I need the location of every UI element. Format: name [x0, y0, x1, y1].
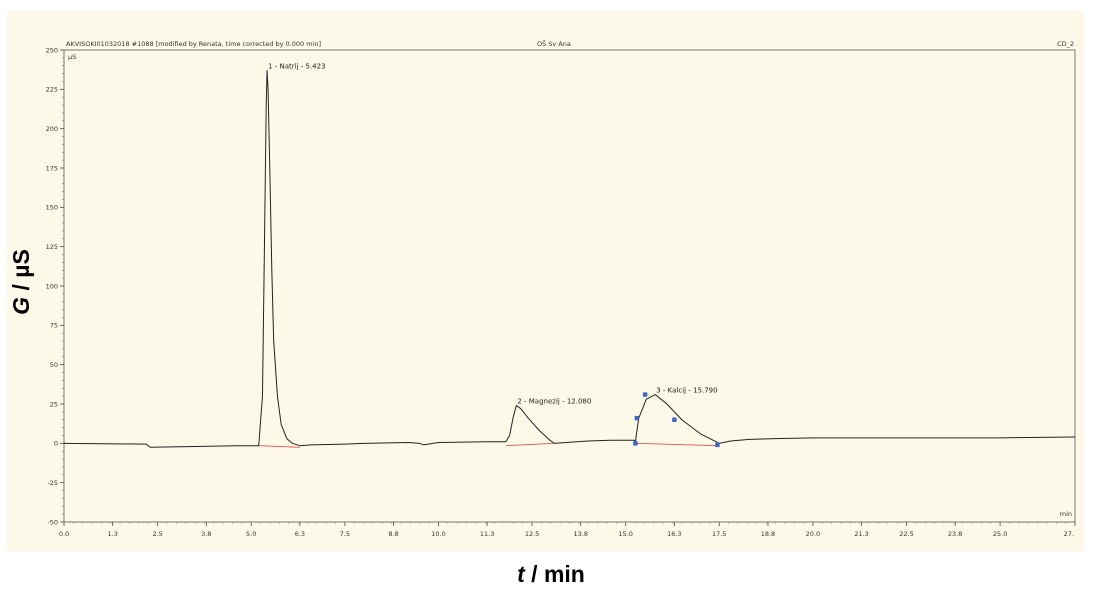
peak-baseline: [635, 442, 718, 447]
x-tick-label: 10.0: [431, 530, 445, 538]
x-tick-label: 22.5: [899, 530, 913, 538]
x-tick-label: 5.0: [246, 530, 256, 538]
y-axis: -50 -25 0 25 50 75 100 125 150 175 200 225 250: [46, 46, 64, 526]
y-tick-label: 75: [50, 322, 58, 330]
x-tick-label: 23.8: [948, 530, 962, 538]
peak-label: 2 - Magnezij - 12.080: [517, 398, 591, 406]
y-tick-label: 125: [46, 243, 58, 251]
x-tick-label: 12.5: [525, 530, 539, 538]
y-unit-label: µS: [68, 53, 76, 61]
y-tick-label: 0: [54, 440, 58, 448]
x-unit-label: min: [1060, 510, 1072, 518]
x-tick-label: 6.3: [295, 530, 305, 538]
peak-marker: [715, 442, 720, 448]
y-axis-title-unit: / µS: [8, 249, 34, 297]
y-axis-title: G / µS: [8, 249, 34, 315]
marker-group: [633, 392, 720, 448]
y-tick-label: 25: [50, 400, 58, 408]
peak-label-group: 1 - Natrij - 5.423 2 - Magnezij - 12.080 3…: [268, 62, 718, 405]
peak-label: 1 - Natrij - 5.423: [268, 62, 325, 70]
header-right-text: CD_2: [1057, 40, 1074, 48]
header-center-text: OŠ Sv Ana: [537, 39, 571, 48]
x-tick-label: 7.5: [340, 530, 350, 538]
trace-group: [63, 69, 1076, 448]
x-tick-label: 3.8: [201, 530, 211, 538]
x-tick-label: 1.3: [108, 530, 118, 538]
y-tick-label: 50: [50, 361, 58, 369]
x-tick-label: 27.: [1064, 530, 1074, 538]
x-axis-title-symbol: t: [517, 561, 526, 587]
peak-marker: [642, 392, 648, 397]
peak-marker: [672, 417, 677, 422]
x-tick-label: 8.8: [388, 530, 398, 538]
x-tick-label: 15.0: [618, 530, 632, 538]
peak-marker: [633, 441, 638, 446]
header-left-text: AKVISOKI01032018 #1088 [modified by Rena…: [66, 40, 321, 48]
x-tick-label: 11.3: [480, 530, 494, 538]
x-axis-title: t / min: [517, 561, 585, 587]
y-tick-label: -50: [47, 518, 58, 526]
x-axis: 0.0 1.3 2.5 3.8 5.0 6.3 7.5 8.8 10.0 11.3 12.5 13.8…: [59, 522, 1076, 538]
peak-label: 3 - Kalcij - 15.790: [656, 387, 717, 395]
x-tick-label: 21.3: [854, 530, 868, 538]
x-tick-label: 18.8: [761, 530, 775, 538]
y-tick-label: 200: [46, 125, 58, 133]
y-axis-title-symbol: G: [8, 297, 34, 315]
y-tick-label: -25: [47, 479, 58, 487]
y-tick-label: 175: [46, 164, 58, 172]
x-tick-label: 13.8: [573, 530, 587, 538]
x-tick-label: 17.5: [712, 530, 726, 538]
y-tick-label: 225: [46, 86, 58, 94]
x-tick-label: 16.3: [667, 530, 681, 538]
chromatogram-trace: [63, 69, 1076, 448]
x-tick-label: 20.0: [806, 530, 820, 538]
x-tick-label: 2.5: [152, 530, 162, 538]
y-tick-label: 250: [46, 46, 58, 54]
peak-baseline: [505, 442, 555, 447]
x-tick-label: 25.0: [993, 530, 1007, 538]
x-axis-title-unit: / min: [525, 561, 585, 587]
peak-marker: [634, 415, 640, 421]
chart-panel: [7, 11, 1084, 551]
peak-baselines: [258, 442, 718, 448]
peak-baseline: [258, 445, 300, 448]
y-tick-label: 150: [46, 204, 58, 212]
y-tick-label: 100: [46, 282, 58, 290]
x-tick-label: 0.0: [59, 530, 69, 538]
